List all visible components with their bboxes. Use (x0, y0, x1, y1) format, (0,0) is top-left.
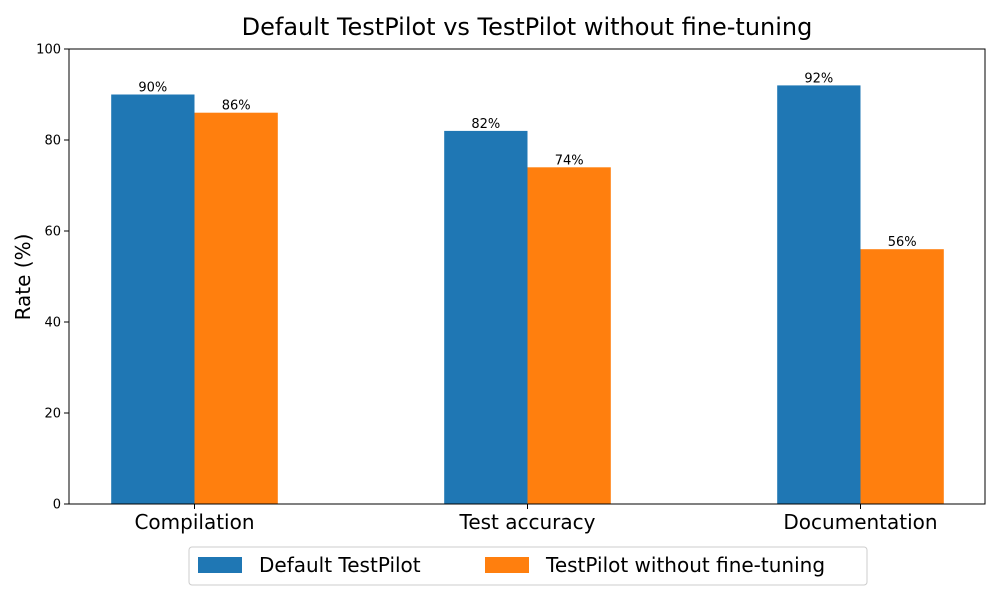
y-tick-label: 20 (44, 407, 61, 422)
y-tick-label: 100 (36, 43, 61, 58)
legend-swatch (198, 557, 242, 573)
legend: Default TestPilot TestPilot without fine-… (188, 546, 868, 586)
bar-default-1 (444, 130, 528, 504)
x-tick-label: Compilation (134, 510, 254, 534)
legend-swatch (485, 557, 529, 573)
plot-area: 90% 82% 92% 86% 74% 56% 0 20 40 60 80 100 Compilatio… (36, 43, 986, 534)
bar-default-2 (777, 85, 861, 505)
x-tick-label: Documentation (783, 510, 937, 534)
bar-default-0 (111, 94, 195, 504)
data-label: 92% (804, 71, 833, 86)
bar-no-finetune-0 (194, 112, 278, 504)
x-tick-label: Test accuracy (459, 510, 596, 534)
data-label: 90% (138, 81, 167, 96)
y-tick-label: 0 (53, 498, 61, 513)
bar-no-finetune-2 (860, 249, 944, 504)
y-axis-label: Rate (%) (11, 234, 35, 321)
legend-label: TestPilot without fine-tuning (545, 553, 825, 577)
data-label: 82% (471, 117, 500, 132)
y-tick-label: 40 (44, 316, 61, 331)
data-label: 56% (888, 235, 917, 250)
bar-no-finetune-1 (527, 167, 611, 505)
data-label: 86% (222, 99, 251, 114)
y-tick-label: 60 (44, 225, 61, 240)
legend-label: Default TestPilot (259, 553, 421, 577)
data-label: 74% (555, 153, 584, 168)
y-tick-label: 80 (44, 134, 61, 149)
chart-title: Default TestPilot vs TestPilot without f… (242, 13, 813, 41)
